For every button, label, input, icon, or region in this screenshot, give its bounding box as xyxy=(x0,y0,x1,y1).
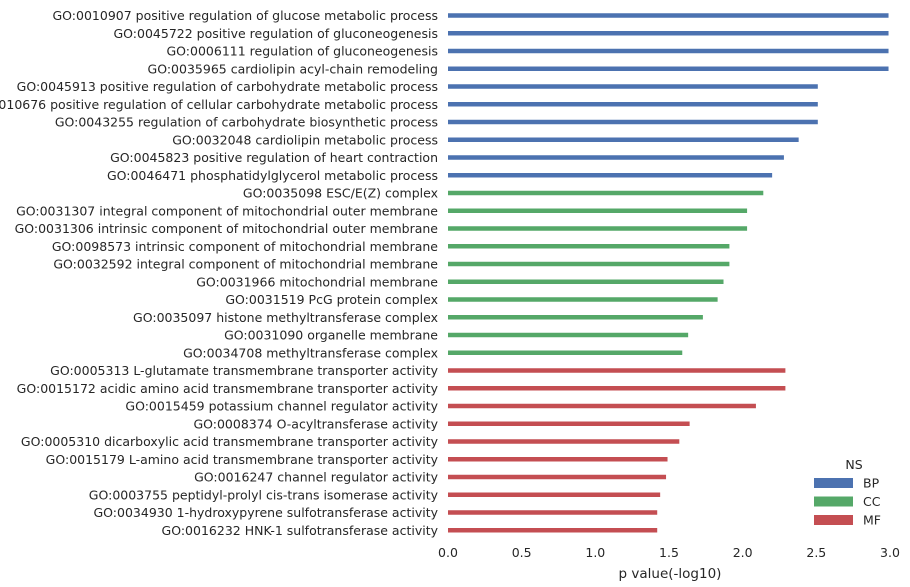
category-label-17: GO:0035097 histone methyltransferase com… xyxy=(133,310,438,325)
category-label-10: GO:0035098 ESC/E(Z) complex xyxy=(243,186,438,201)
bar-bp-3 xyxy=(448,66,889,71)
legend-label-cc: CC xyxy=(863,494,881,509)
category-label-12: GO:0031306 intrinsic component of mitoch… xyxy=(15,221,439,236)
category-label-14: GO:0032592 integral component of mitocho… xyxy=(53,257,438,272)
bar-mf-29 xyxy=(448,528,658,533)
bar-cc-18 xyxy=(448,332,689,338)
category-label-9: GO:0046471 phosphatidylglycerol metaboli… xyxy=(107,168,438,183)
category-label-21: GO:0015172 acidic amino acid transmembra… xyxy=(17,381,439,396)
category-label-11: GO:0031307 integral component of mitocho… xyxy=(16,203,438,218)
bar-mf-24 xyxy=(448,439,680,444)
x-tick-label-0: 0.0 xyxy=(438,545,458,560)
legend-swatch-bp xyxy=(814,478,853,488)
bar-cc-16 xyxy=(448,297,718,302)
bar-cc-11 xyxy=(448,208,748,213)
x-tick-label-3: 1.5 xyxy=(659,545,679,560)
bar-mf-26 xyxy=(448,474,667,480)
category-label-0: GO:0010907 positive regulation of glucos… xyxy=(52,8,438,23)
bar-mf-21 xyxy=(448,386,786,391)
legend-label-bp: BP xyxy=(863,476,880,491)
bars-layer xyxy=(448,13,889,533)
bar-cc-14 xyxy=(448,261,730,267)
category-label-1: GO:0045722 positive regulation of glucon… xyxy=(114,26,439,41)
bar-mf-28 xyxy=(448,510,658,515)
legend-swatch-mf xyxy=(814,515,853,525)
category-label-8: GO:0045823 positive regulation of heart … xyxy=(110,150,438,165)
legend-swatch-cc xyxy=(814,496,853,507)
bar-cc-10 xyxy=(448,190,764,196)
bar-cc-15 xyxy=(448,279,724,284)
legend: NS BP CC MF xyxy=(814,457,881,528)
category-label-26: GO:0016247 channel regulator activity xyxy=(194,470,438,485)
bar-mf-23 xyxy=(448,421,690,426)
x-tick-label-6: 3.0 xyxy=(880,545,900,560)
category-label-3: GO:0035965 cardiolipin acyl-chain remode… xyxy=(148,61,438,76)
category-label-6: GO:0043255 regulation of carbohydrate bi… xyxy=(55,115,438,130)
bar-cc-19 xyxy=(448,350,683,355)
category-label-16: GO:0031519 PcG protein complex xyxy=(225,292,438,307)
bar-bp-6 xyxy=(448,119,818,125)
category-label-15: GO:0031966 mitochondrial membrane xyxy=(196,274,438,289)
x-axis: 0.0 0.5 1.0 1.5 2.0 2.5 3.0 xyxy=(438,545,900,560)
category-label-23: GO:0008374 O-acyltransferase activity xyxy=(193,416,438,431)
category-label-19: GO:0034708 methyltransferase complex xyxy=(183,345,438,360)
bar-cc-12 xyxy=(448,226,748,231)
x-tick-label-4: 2.0 xyxy=(733,545,753,560)
category-label-7: GO:0032048 cardiolipin metabolic process xyxy=(172,132,438,147)
x-tick-label-5: 2.5 xyxy=(806,545,826,560)
category-labels: GO:0010907 positive regulation of glucos… xyxy=(0,8,439,538)
category-label-18: GO:0031090 organelle membrane xyxy=(224,328,438,343)
x-tick-label-1: 0.5 xyxy=(512,545,532,560)
category-label-13: GO:0098573 intrinsic component of mitoch… xyxy=(52,239,438,254)
legend-title: NS xyxy=(845,457,862,472)
bar-mf-27 xyxy=(448,492,661,497)
bar-bp-1 xyxy=(448,31,889,36)
category-label-28: GO:0034930 1-hydroxypyrene sulfotransfer… xyxy=(93,505,438,520)
bar-bp-0 xyxy=(448,13,889,18)
bar-bp-2 xyxy=(448,48,889,54)
x-tick-label-2: 1.0 xyxy=(585,545,605,560)
category-label-22: GO:0015459 potassium channel regulator a… xyxy=(125,399,438,414)
bar-bp-7 xyxy=(448,137,799,142)
bar-mf-22 xyxy=(448,403,756,409)
category-label-20: GO:0005313 L-glutamate transmembrane tra… xyxy=(50,363,438,378)
bar-bp-9 xyxy=(448,173,773,178)
category-label-5: GO:0010676 positive regulation of cellul… xyxy=(0,97,438,112)
bar-mf-25 xyxy=(448,457,668,462)
category-label-24: GO:0005310 dicarboxylic acid transmembra… xyxy=(21,434,439,449)
category-label-2: GO:0006111 regulation of gluconeogenesis xyxy=(167,44,439,59)
x-axis-title: p value(-log10) xyxy=(619,566,722,582)
bar-bp-4 xyxy=(448,84,818,89)
bar-mf-20 xyxy=(448,368,786,373)
bar-bp-8 xyxy=(448,155,784,160)
bar-cc-17 xyxy=(448,315,703,320)
category-label-29: GO:0016232 HNK-1 sulfotransferase activi… xyxy=(162,523,439,538)
legend-label-mf: MF xyxy=(863,513,881,528)
bar-bp-5 xyxy=(448,102,818,107)
category-label-25: GO:0015179 L-amino acid transmembrane tr… xyxy=(46,452,439,467)
bar-cc-13 xyxy=(448,244,730,249)
category-label-27: GO:0003755 peptidyl-prolyl cis-trans iso… xyxy=(89,487,439,502)
category-label-4: GO:0045913 positive regulation of carboh… xyxy=(17,79,438,94)
